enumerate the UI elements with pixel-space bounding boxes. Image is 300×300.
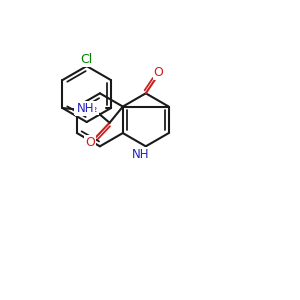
Text: O: O <box>85 136 95 149</box>
Text: NH: NH <box>132 148 149 161</box>
Text: O: O <box>154 66 164 79</box>
Text: Cl: Cl <box>81 53 93 66</box>
Text: NH: NH <box>76 102 94 115</box>
Text: NH₂: NH₂ <box>75 101 98 115</box>
